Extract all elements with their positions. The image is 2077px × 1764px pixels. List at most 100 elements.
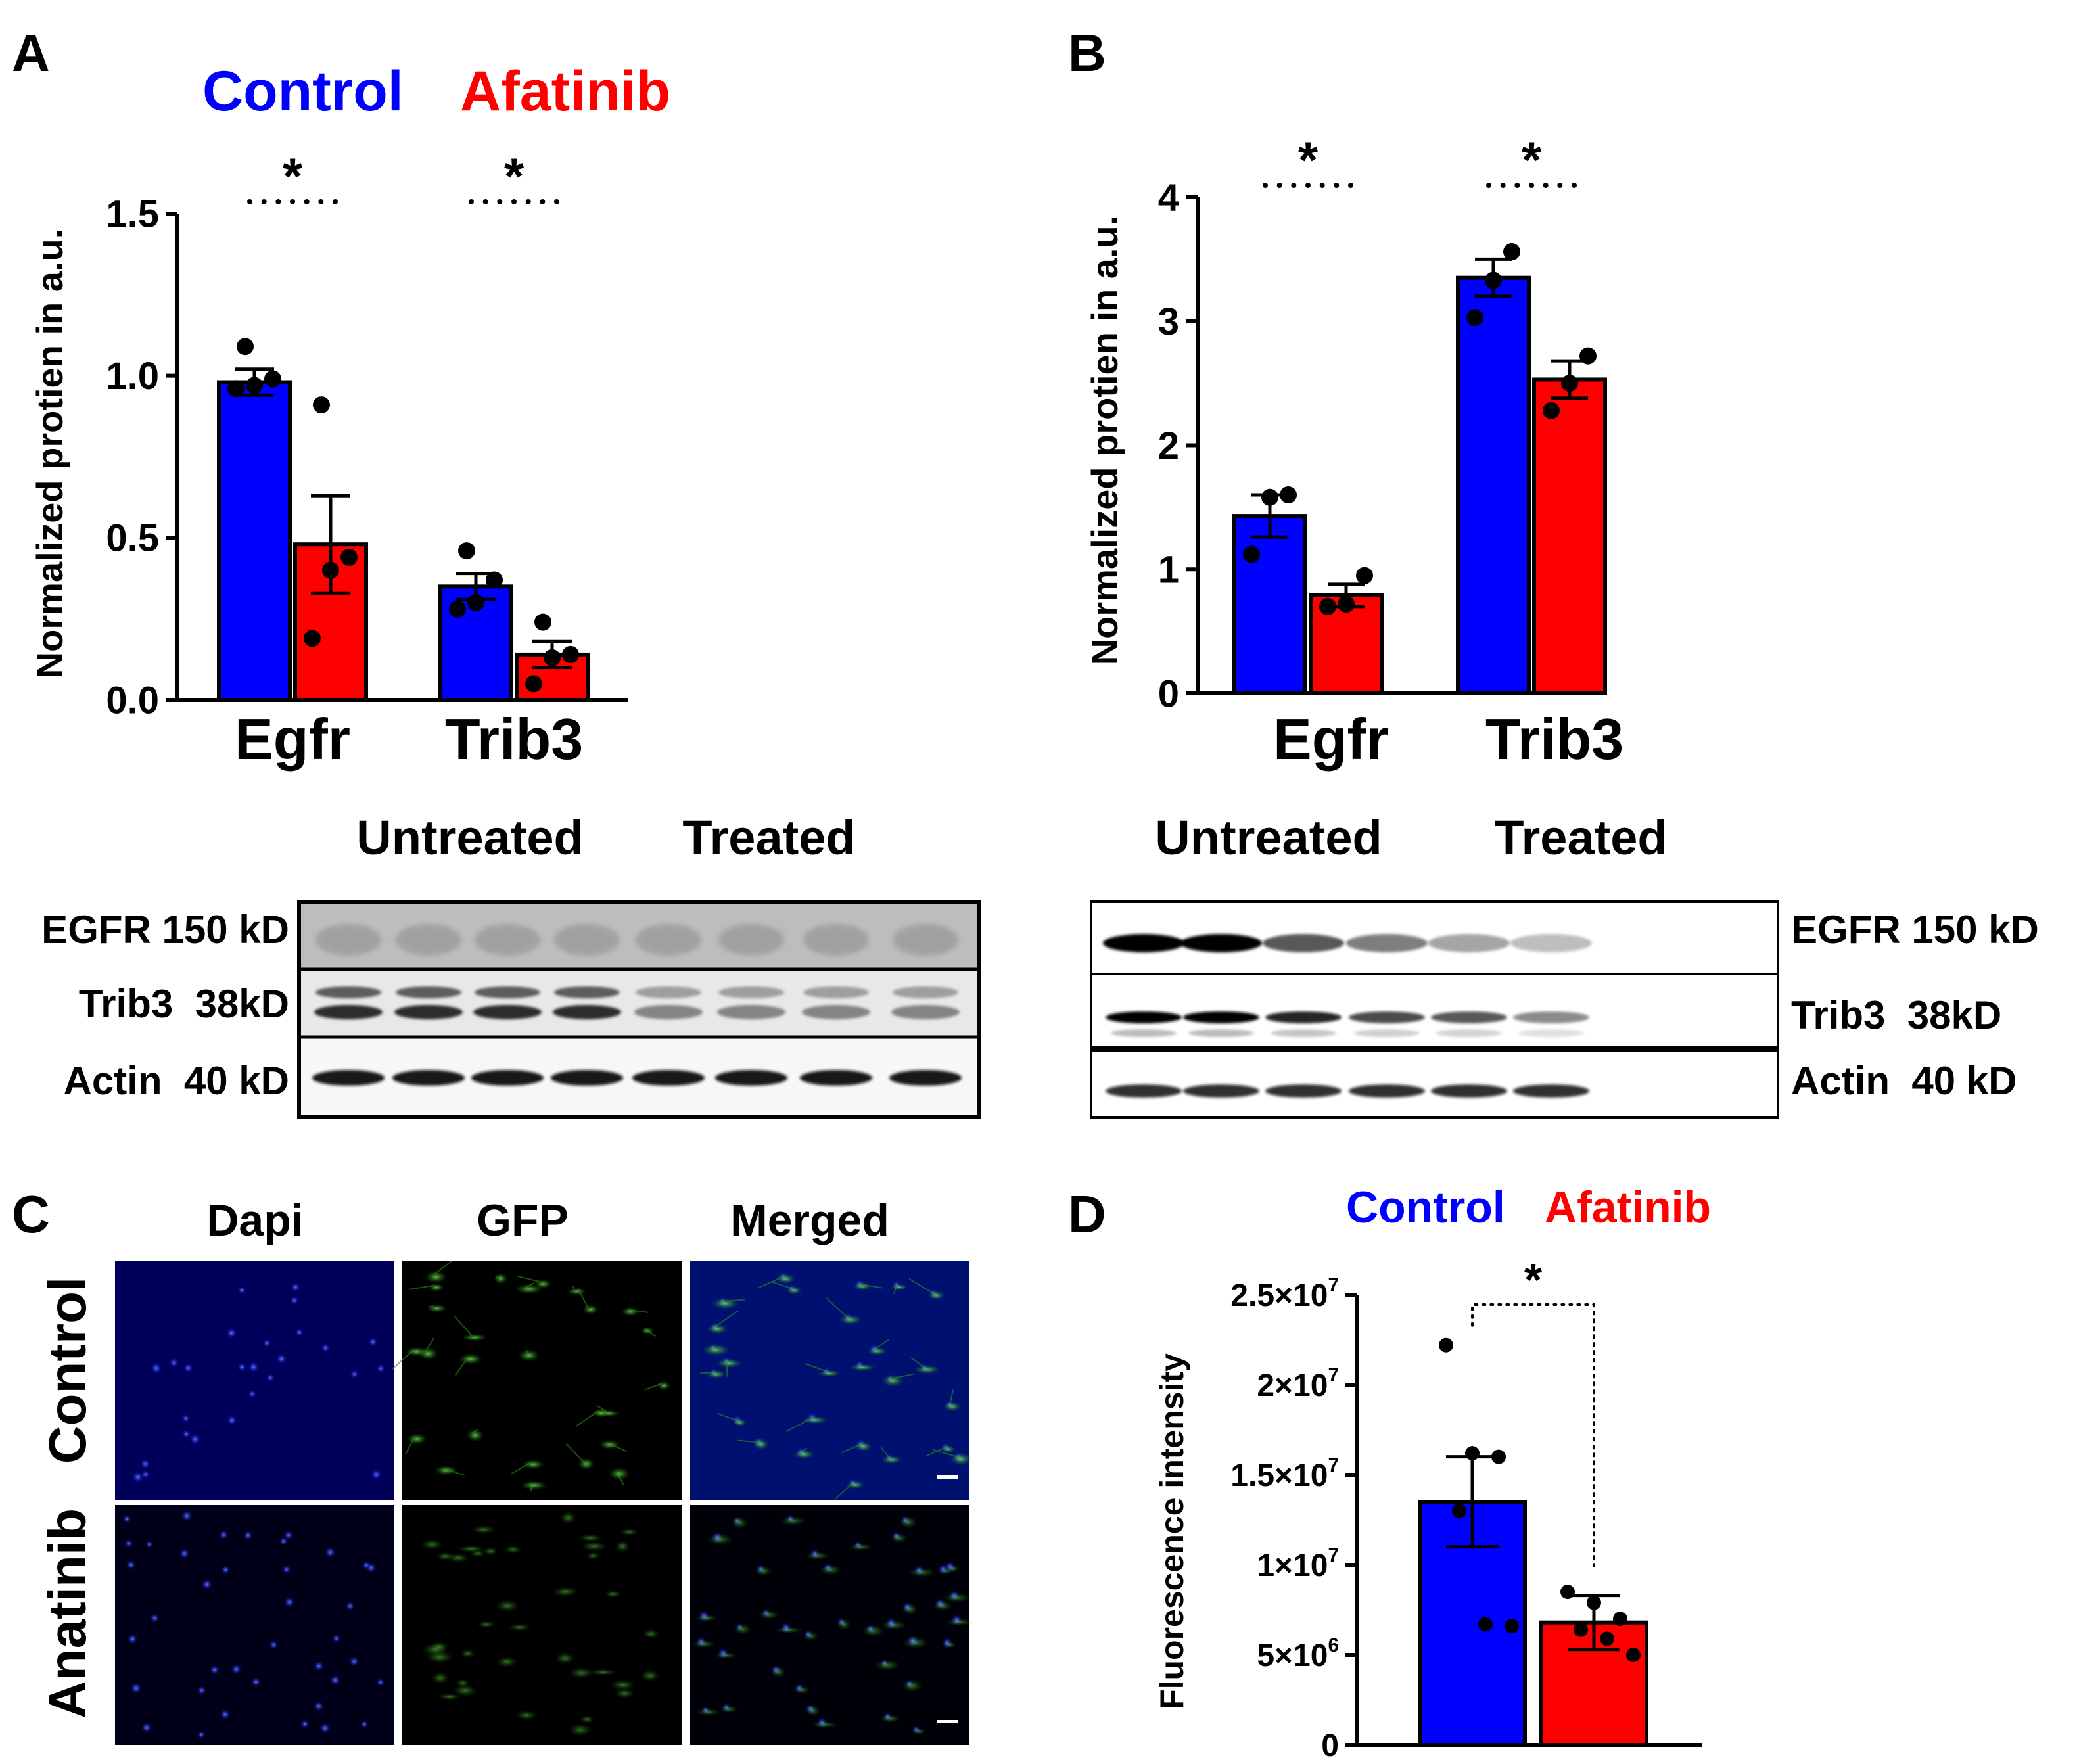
bar-control-egfr bbox=[1232, 514, 1307, 696]
blot-a-actin-band bbox=[889, 1070, 962, 1086]
y-tick-label: 2×107 bbox=[1257, 1364, 1339, 1403]
blot-a-egfr-band bbox=[475, 924, 540, 956]
blot-a-trib3-band-lower bbox=[717, 1005, 785, 1019]
data-point bbox=[1543, 402, 1560, 419]
data-point bbox=[1560, 1585, 1575, 1600]
data-point bbox=[313, 396, 330, 414]
data-point bbox=[1600, 1631, 1614, 1646]
significance-dots bbox=[1305, 183, 1311, 188]
blot-a-group-untreated: Untreated bbox=[356, 810, 583, 865]
significance-dots bbox=[1348, 183, 1353, 188]
data-point bbox=[246, 377, 263, 394]
legend-afatinib-d: Afatinib bbox=[1545, 1182, 1711, 1232]
blot-b-actin-band bbox=[1265, 1084, 1342, 1098]
data-point bbox=[1243, 545, 1260, 563]
blot-b-trib3-band-faint bbox=[1518, 1029, 1584, 1037]
micro-row-anatinib: Anatinib bbox=[38, 1508, 97, 1719]
blot-a-trib3-strip bbox=[299, 969, 979, 1037]
western-blot-a: Untreated Treated EGFR 150 kD Trib3 38kD… bbox=[41, 810, 981, 1119]
blot-a-egfr-band bbox=[396, 924, 461, 956]
blot-a-group-treated: Treated bbox=[682, 810, 855, 865]
blot-a-row-egfr: EGFR 150 kD bbox=[41, 908, 289, 952]
legend-control-a: Control bbox=[202, 60, 404, 123]
significance-dots bbox=[482, 199, 488, 204]
significance-dots bbox=[1276, 183, 1282, 188]
data-point bbox=[1579, 347, 1597, 365]
blot-b-actin-band bbox=[1513, 1084, 1589, 1098]
blot-a-egfr-band bbox=[315, 924, 381, 956]
significance-dots bbox=[540, 199, 546, 204]
micro-panel-gfp-control bbox=[402, 1261, 682, 1500]
significance-dots bbox=[1334, 183, 1340, 188]
blot-b-trib3-strip bbox=[1090, 973, 1779, 1049]
panel-label-b: B bbox=[1068, 24, 1106, 82]
data-point bbox=[304, 630, 321, 647]
data-point bbox=[449, 600, 466, 618]
blot-a-actin-band bbox=[800, 1070, 872, 1086]
blot-a-trib3-band-upper bbox=[554, 986, 620, 998]
data-point bbox=[1356, 567, 1373, 584]
significance-star: * bbox=[1298, 131, 1319, 189]
y-tick-label: 5×106 bbox=[1257, 1635, 1339, 1673]
y-axis-label-a: Normalized protien in a.u. bbox=[29, 229, 70, 679]
data-point bbox=[1452, 1503, 1466, 1518]
legend-afatinib-a: Afatinib bbox=[460, 60, 670, 123]
scale-bar bbox=[937, 1720, 958, 1723]
data-point bbox=[322, 561, 339, 579]
y-tick-label: 2.5×107 bbox=[1230, 1274, 1339, 1313]
blot-a-trib3-band-lower bbox=[802, 1005, 870, 1019]
micro-col-gfp: GFP bbox=[477, 1195, 569, 1245]
significance-dots bbox=[304, 199, 310, 204]
blot-b-egfr-band bbox=[1103, 934, 1184, 952]
blot-a-egfr-band bbox=[718, 924, 784, 956]
significance-star: * bbox=[1524, 1254, 1543, 1305]
blot-a-actin-band bbox=[632, 1070, 705, 1086]
blot-b-trib3-band bbox=[1349, 1011, 1425, 1023]
blot-b-actin-band bbox=[1106, 1084, 1182, 1098]
blot-a-row-actin: Actin 40 kD bbox=[64, 1059, 289, 1103]
data-point bbox=[1587, 1595, 1601, 1610]
bar-control-egfr bbox=[217, 380, 292, 702]
panel-label-d: D bbox=[1068, 1185, 1106, 1243]
blot-a-egfr-band bbox=[803, 924, 869, 956]
blot-a-trib3-band-lower bbox=[891, 1005, 960, 1019]
micro-col-merged: Merged bbox=[730, 1195, 889, 1245]
significance-dots bbox=[275, 199, 281, 204]
blot-a-trib3-band-upper bbox=[636, 986, 701, 998]
y-axis-label-d: Fluorescence intensity bbox=[1154, 1353, 1190, 1709]
data-point bbox=[1491, 1449, 1506, 1464]
blot-a-trib3-band-lower bbox=[473, 1005, 542, 1019]
significance-dots bbox=[469, 199, 474, 204]
y-tick-label: 3 bbox=[1158, 300, 1179, 343]
data-point bbox=[237, 338, 254, 356]
blot-a-actin-band bbox=[715, 1070, 787, 1086]
blot-b-egfr-band bbox=[1346, 934, 1428, 952]
blot-a-egfr-band bbox=[554, 924, 620, 956]
significance-dots bbox=[1319, 183, 1325, 188]
micro-row-control: Control bbox=[38, 1277, 97, 1464]
y-tick-label: 1.5 bbox=[106, 193, 159, 235]
data-point bbox=[562, 645, 579, 663]
data-point bbox=[1485, 271, 1502, 289]
blot-b-actin-band bbox=[1349, 1084, 1425, 1098]
data-point bbox=[1561, 375, 1578, 392]
significance-star: * bbox=[1522, 131, 1542, 189]
significance-dots bbox=[333, 199, 338, 204]
blot-a-actin-band bbox=[471, 1070, 544, 1086]
data-point bbox=[1613, 1612, 1627, 1627]
significance-dots bbox=[1514, 183, 1520, 188]
bar-afatinib-trib3 bbox=[1532, 377, 1607, 696]
legend-control-d: Control bbox=[1346, 1182, 1505, 1232]
blot-b-group-treated: Treated bbox=[1494, 810, 1667, 865]
blot-a-trib3-band-upper bbox=[396, 986, 461, 998]
blot-a-trib3-band-upper bbox=[803, 986, 869, 998]
significance-dots bbox=[511, 199, 517, 204]
scale-bar bbox=[937, 1475, 958, 1479]
significance-dots bbox=[1486, 183, 1491, 188]
western-blot-b: Untreated Treated EGFR 150 kD Trib3 38kD… bbox=[1090, 810, 2039, 1119]
significance-dots bbox=[1291, 183, 1297, 188]
y-tick-label: 4 bbox=[1158, 176, 1179, 219]
blot-b-trib3-band bbox=[1265, 1011, 1342, 1023]
significance-dots bbox=[318, 199, 324, 204]
y-tick-label: 2 bbox=[1158, 425, 1179, 467]
